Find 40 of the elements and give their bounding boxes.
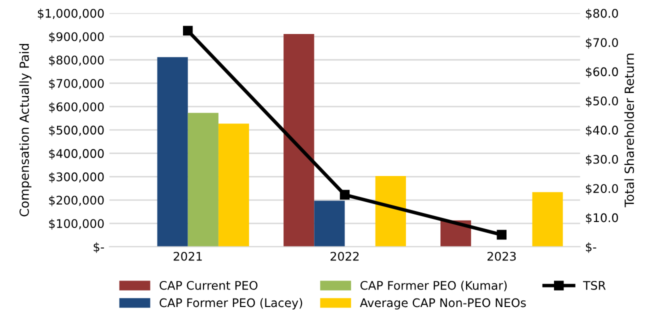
legend-label: CAP Current PEO — [160, 280, 258, 290]
bar — [157, 57, 188, 247]
legend-label: CAP Former PEO (Kumar) — [360, 280, 507, 292]
y-tick-label: $- — [94, 242, 104, 253]
bar — [218, 124, 250, 247]
x-tick-label: 2022 — [330, 252, 359, 261]
y2-tick-label: $30.0 — [586, 154, 618, 166]
bar — [314, 200, 345, 247]
point — [340, 190, 350, 200]
y2-axis-title: Total Shareholder Return — [624, 54, 634, 208]
y2-tick-label: $40.0 — [586, 125, 618, 136]
x-tick-label: 2021 — [174, 252, 202, 261]
y-tick-label: $600,000 — [49, 102, 104, 113]
bar — [532, 192, 563, 247]
y2-tick-label: $70.0 — [586, 38, 618, 49]
point — [182, 26, 193, 36]
y2-tick-label: $50.0 — [586, 96, 618, 107]
legend-label: Average CAP Non-PEO NEOs — [360, 298, 526, 310]
y2-tick-label: $20.0 — [586, 184, 618, 195]
y2-tick-label: $60.0 — [586, 67, 618, 78]
y-tick-label: $300,000 — [49, 172, 104, 183]
point — [496, 230, 507, 240]
y-tick-label: $200,000 — [49, 196, 104, 206]
y2-tick-label: $10.0 — [586, 213, 618, 224]
bar — [188, 112, 218, 247]
y-axis-title: Compensation Actually Paid — [19, 44, 32, 216]
y-tick-label: $400,000 — [49, 148, 104, 160]
y-tick-label: $1,000,000 — [38, 8, 104, 20]
bar — [375, 176, 406, 247]
y-tick-label: $800,000 — [49, 55, 104, 66]
y-tick-label: $900,000 — [49, 32, 104, 43]
y2-tick-label: $80.0 — [586, 8, 618, 20]
bar — [284, 34, 314, 247]
y2-tick-label: $- — [586, 242, 596, 253]
y-tick-label: $500,000 — [49, 125, 104, 136]
legend-label: TSR — [583, 280, 606, 290]
x-tick-label: 2023 — [488, 252, 516, 261]
legend-label: CAP Former PEO (Lacey) — [160, 298, 302, 310]
y-tick-label: $700,000 — [49, 78, 104, 90]
y-tick-label: $100,000 — [49, 218, 104, 230]
